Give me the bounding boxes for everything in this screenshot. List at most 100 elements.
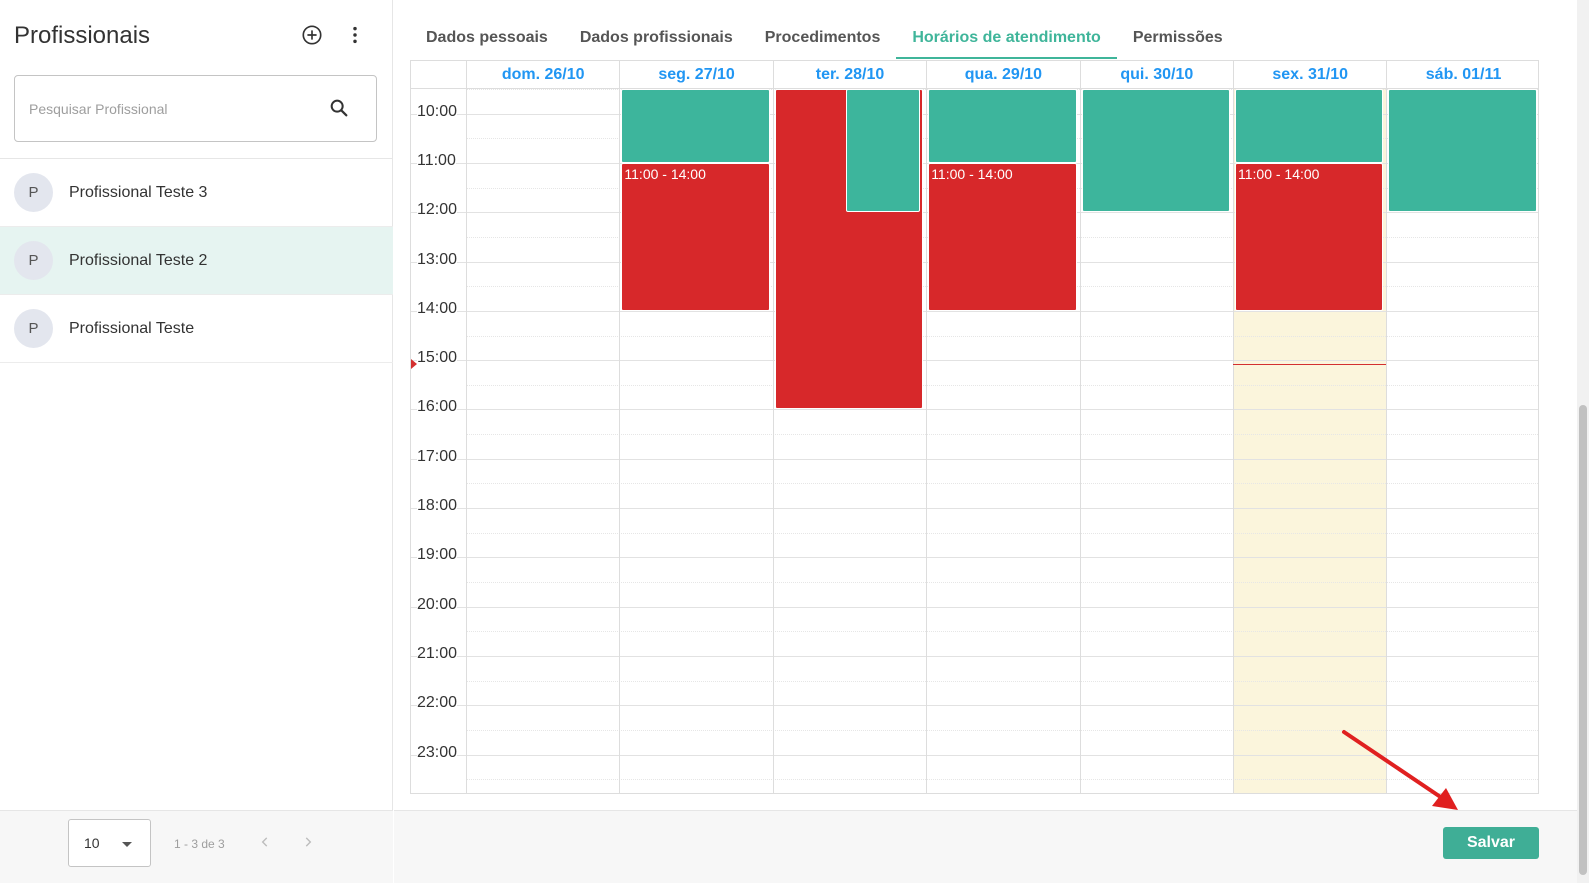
time-label: 10:00 [417, 102, 458, 121]
detail-footer: Salvar [394, 810, 1589, 883]
hour-line [411, 754, 1538, 756]
available-slot[interactable] [846, 89, 921, 213]
avatar: P [14, 309, 53, 348]
half-hour-line [466, 631, 1538, 633]
hour-line [411, 360, 1538, 362]
tab-procedimentos[interactable]: Procedimentos [764, 29, 881, 46]
half-hour-line [466, 532, 1538, 534]
chevron-right-icon [305, 837, 312, 847]
pagination-bar: 10 1 - 3 de 3 [0, 810, 393, 883]
hour-line [411, 705, 1538, 707]
hour-line [411, 557, 1538, 559]
page-scrollbar[interactable] [1577, 0, 1589, 883]
professional-name: Profissional Teste 3 [69, 183, 208, 201]
time-label: 11:00 [417, 151, 456, 170]
day-column-divider [466, 89, 467, 793]
hour-line [411, 310, 1538, 312]
hour-line [411, 508, 1538, 510]
time-label: 21:00 [417, 644, 458, 663]
half-hour-line [466, 729, 1538, 731]
search-input[interactable] [29, 96, 319, 122]
page-range: 1 - 3 de 3 [174, 837, 225, 851]
avatar: P [14, 173, 53, 212]
professional-item[interactable]: P Profissional Teste 3 [0, 159, 393, 227]
search-icon [330, 99, 348, 117]
unavailable-slot[interactable]: 11:00 - 14:00 [621, 162, 770, 311]
professional-item[interactable]: P Profissional Teste 2 [0, 227, 393, 295]
unavailable-slot[interactable]: 11:00 - 14:00 [1235, 162, 1384, 311]
available-slot[interactable] [1081, 89, 1230, 213]
time-label: 22:00 [417, 694, 458, 713]
calendar-body[interactable]: 10:00 11:00 12:00 13:00 14:00 15:00 16:00 17:00… [411, 89, 1538, 793]
day-header: seg. 27/10 [619, 61, 772, 89]
time-label: 14:00 [417, 299, 458, 318]
page-size-select[interactable]: 10 [68, 819, 151, 867]
add-professional-button[interactable] [299, 22, 325, 48]
day-column-divider [772, 89, 774, 793]
tab-horarios[interactable]: Horários de atendimento [896, 17, 1117, 59]
day-header: qua. 29/10 [926, 61, 1079, 89]
slot-time-label: 11:00 - 14:00 [1238, 165, 1320, 182]
half-hour-line [466, 680, 1538, 682]
tab-bar: Dados pessoais Dados profissionais Proce… [410, 17, 1239, 59]
available-slot[interactable] [928, 89, 1077, 163]
tab-dados-pessoais[interactable]: Dados pessoais [426, 29, 548, 46]
available-slot[interactable] [1235, 89, 1384, 163]
more-vertical-icon [353, 26, 357, 44]
tab-dados-profissionais[interactable]: Dados profissionais [579, 29, 733, 46]
current-time-line [1233, 364, 1387, 366]
half-hour-line [466, 384, 1538, 386]
professional-name: Profissional Teste 2 [69, 251, 208, 269]
time-label: 19:00 [417, 546, 458, 565]
unavailable-slot[interactable]: 11:00 - 14:00 [928, 162, 1077, 311]
time-label: 18:00 [417, 497, 458, 516]
tab-permissoes[interactable]: Permissões [1132, 29, 1223, 46]
day-column-divider [1233, 89, 1234, 793]
more-options-button[interactable] [342, 22, 368, 48]
day-header: sáb. 01/11 [1386, 61, 1538, 89]
half-hour-line [466, 582, 1538, 583]
professional-list: P Profissional Teste 3 P Profissional Te… [0, 158, 393, 363]
weekly-calendar: dom. 26/10 seg. 27/10 ter. 28/10 qua. 29/10… [410, 60, 1539, 794]
hour-line [411, 409, 1538, 411]
search-field [14, 75, 377, 142]
next-page-button[interactable] [299, 833, 317, 851]
chevron-left-icon [261, 837, 268, 847]
available-slot[interactable] [1388, 89, 1537, 213]
day-column-divider [1079, 89, 1081, 793]
time-label: 15:00 [417, 349, 458, 368]
day-column-divider [1386, 89, 1388, 793]
time-label: 23:00 [417, 743, 458, 762]
professional-item[interactable]: P Profissional Teste [0, 295, 393, 363]
save-button[interactable]: Salvar [1443, 827, 1539, 859]
avatar: P [14, 241, 53, 280]
half-hour-line [466, 779, 1538, 781]
time-label: 20:00 [417, 595, 458, 614]
half-hour-line [466, 483, 1538, 485]
prev-page-button[interactable] [256, 833, 274, 851]
page-size-value: 10 [84, 835, 100, 851]
day-header: dom. 26/10 [466, 61, 619, 89]
hour-line [411, 655, 1538, 657]
professional-name: Profissional Teste [69, 319, 195, 337]
time-label: 17:00 [417, 447, 458, 466]
half-hour-line [466, 434, 1538, 436]
scrollbar-thumb[interactable] [1579, 405, 1587, 875]
calendar-header: dom. 26/10 seg. 27/10 ter. 28/10 qua. 29/10… [411, 61, 1538, 89]
half-hour-line [466, 335, 1538, 337]
caret-down-icon [122, 842, 132, 847]
slot-time-label: 11:00 - 14:00 [931, 165, 1013, 182]
day-header: sex. 31/10 [1233, 61, 1386, 89]
day-header: qui. 30/10 [1079, 61, 1233, 89]
available-slot[interactable] [621, 89, 770, 163]
professionals-panel: Profissionais P Profissional Teste 3 P P… [0, 0, 393, 883]
day-header: ter. 28/10 [772, 61, 926, 89]
time-label: 13:00 [417, 250, 458, 269]
day-column-divider [619, 89, 621, 793]
search-button[interactable] [328, 97, 350, 119]
day-column-divider [926, 89, 928, 793]
hour-line [411, 458, 1538, 460]
hour-line [411, 606, 1538, 608]
time-label: 12:00 [417, 201, 458, 220]
slot-time-label: 11:00 - 14:00 [624, 165, 706, 182]
